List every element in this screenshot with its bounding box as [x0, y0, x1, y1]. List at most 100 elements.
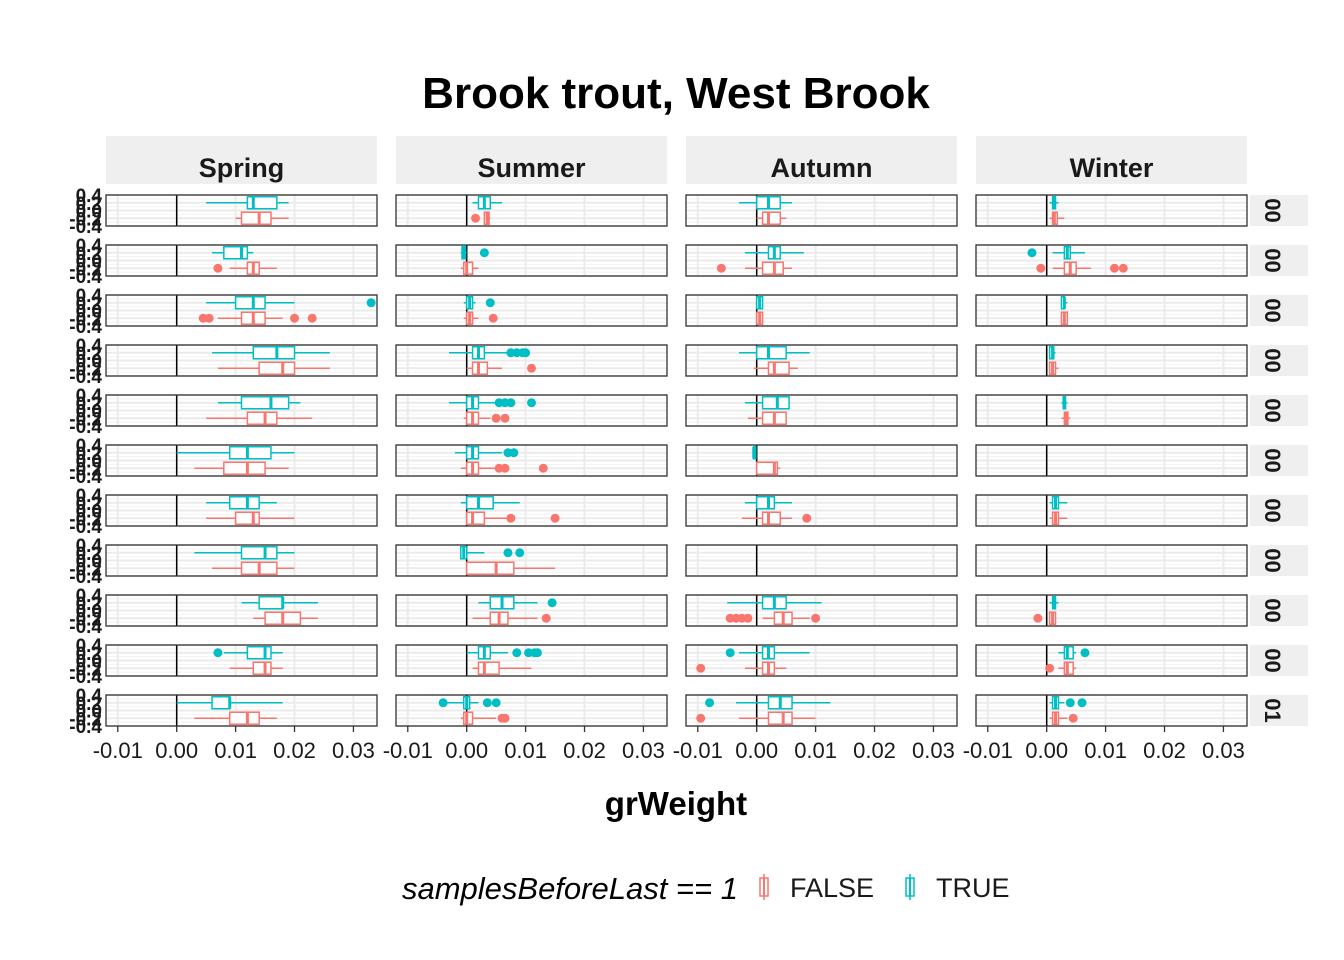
box [258, 361, 296, 375]
facet-label: Autumn [771, 153, 873, 183]
y-tick-label: 0.4 [76, 386, 103, 407]
facet-strip [976, 136, 1247, 184]
outlier-point [500, 713, 510, 723]
x-tick-label: -0.01 [383, 738, 433, 763]
row-label: 00 [1260, 298, 1285, 322]
outlier-point [1077, 698, 1087, 708]
y-tick-label: 0.0 [76, 252, 102, 273]
y-tick-label: -0.4 [69, 517, 102, 538]
y-tick-label: -0.2 [69, 509, 102, 530]
y-tick-label: -0.2 [69, 209, 102, 230]
box [223, 461, 266, 475]
panel-border [395, 544, 668, 577]
row-label: 00 [1260, 548, 1285, 572]
panel-border [975, 644, 1248, 677]
y-tick-label: 0.4 [76, 536, 103, 557]
y-tick-label: 0.0 [76, 452, 102, 473]
panel-border [975, 194, 1248, 227]
box [234, 511, 260, 525]
outlier-point [307, 313, 317, 323]
x-tick-label: 0.01 [1084, 738, 1127, 763]
box [477, 661, 500, 675]
facet-label: Spring [199, 153, 285, 183]
y-tick-label: 0.2 [76, 444, 102, 465]
y-tick-label: 0.4 [76, 336, 103, 357]
y-tick-label: -0.4 [69, 567, 102, 588]
y-tick-label: -0.4 [69, 417, 102, 438]
outlier-point [696, 663, 706, 673]
facet-strip [106, 136, 377, 184]
row-strip [1250, 395, 1308, 426]
outlier-point [515, 548, 525, 558]
outlier-point [213, 263, 223, 273]
box [223, 246, 249, 260]
outlier-point [204, 313, 214, 323]
row-strip [1250, 695, 1308, 726]
y-tick-label: -0.2 [69, 659, 102, 680]
outlier-point [1068, 713, 1078, 723]
y-tick-label: 0.0 [76, 402, 102, 423]
x-tick-label: -0.01 [963, 738, 1013, 763]
y-tick-label: -0.2 [69, 459, 102, 480]
panel-border [395, 344, 668, 377]
row-label: 00 [1260, 648, 1285, 672]
outlier-point [538, 463, 548, 473]
outlier-point [532, 648, 542, 658]
panel-border [105, 444, 378, 477]
y-tick-label: -0.4 [69, 617, 102, 638]
box [767, 361, 790, 375]
panel-border [395, 294, 668, 327]
outlier-point [527, 363, 536, 373]
panel-border [975, 344, 1248, 377]
panel-border [105, 344, 378, 377]
outlier-point [1118, 263, 1128, 273]
box [234, 296, 266, 310]
outlier-point [506, 398, 516, 408]
outlier-point [1027, 248, 1037, 258]
box [761, 511, 782, 525]
row-strip [1250, 245, 1308, 276]
panel-border [685, 294, 958, 327]
panel-border [975, 594, 1248, 627]
row-label: 00 [1260, 398, 1285, 422]
y-tick-label: 0.2 [76, 294, 102, 315]
panel-border [975, 694, 1248, 727]
panel-border [685, 544, 958, 577]
panel-border [975, 544, 1248, 577]
y-tick-label: 0.4 [76, 436, 103, 457]
row-strip [1250, 195, 1308, 226]
outlier-point [1109, 263, 1119, 273]
panel-border [105, 494, 378, 527]
outlier-point [547, 598, 557, 608]
panel-border [685, 444, 958, 477]
panel-border [685, 644, 958, 677]
panel-border [395, 594, 668, 627]
y-tick-label: 0.0 [76, 602, 102, 623]
x-tick-label: 0.02 [273, 738, 316, 763]
y-tick-label: -0.4 [69, 667, 102, 688]
outlier-point [485, 298, 495, 308]
panel-border [395, 244, 668, 277]
outlier-point [696, 713, 706, 723]
outlier-point [482, 698, 492, 708]
y-tick-label: 0.4 [76, 586, 103, 607]
y-tick-label: 0.0 [76, 702, 102, 723]
x-tick-label: 0.01 [794, 738, 837, 763]
y-tick-label: -0.2 [69, 259, 102, 280]
x-tick-label: 0.02 [1143, 738, 1186, 763]
panel-border [685, 594, 958, 627]
y-tick-label: 0.2 [76, 594, 102, 615]
panel-border [685, 194, 958, 227]
outlier-point [550, 513, 560, 523]
outlier-point [705, 698, 715, 708]
y-tick-label: 0.0 [76, 502, 102, 523]
box [767, 711, 793, 725]
panel-border [395, 644, 668, 677]
y-tick-label: 0.2 [76, 394, 102, 415]
panel-border [105, 194, 378, 227]
outlier-point [488, 313, 498, 323]
box [246, 411, 278, 425]
panel-border [105, 244, 378, 277]
outlier-point [500, 463, 510, 473]
